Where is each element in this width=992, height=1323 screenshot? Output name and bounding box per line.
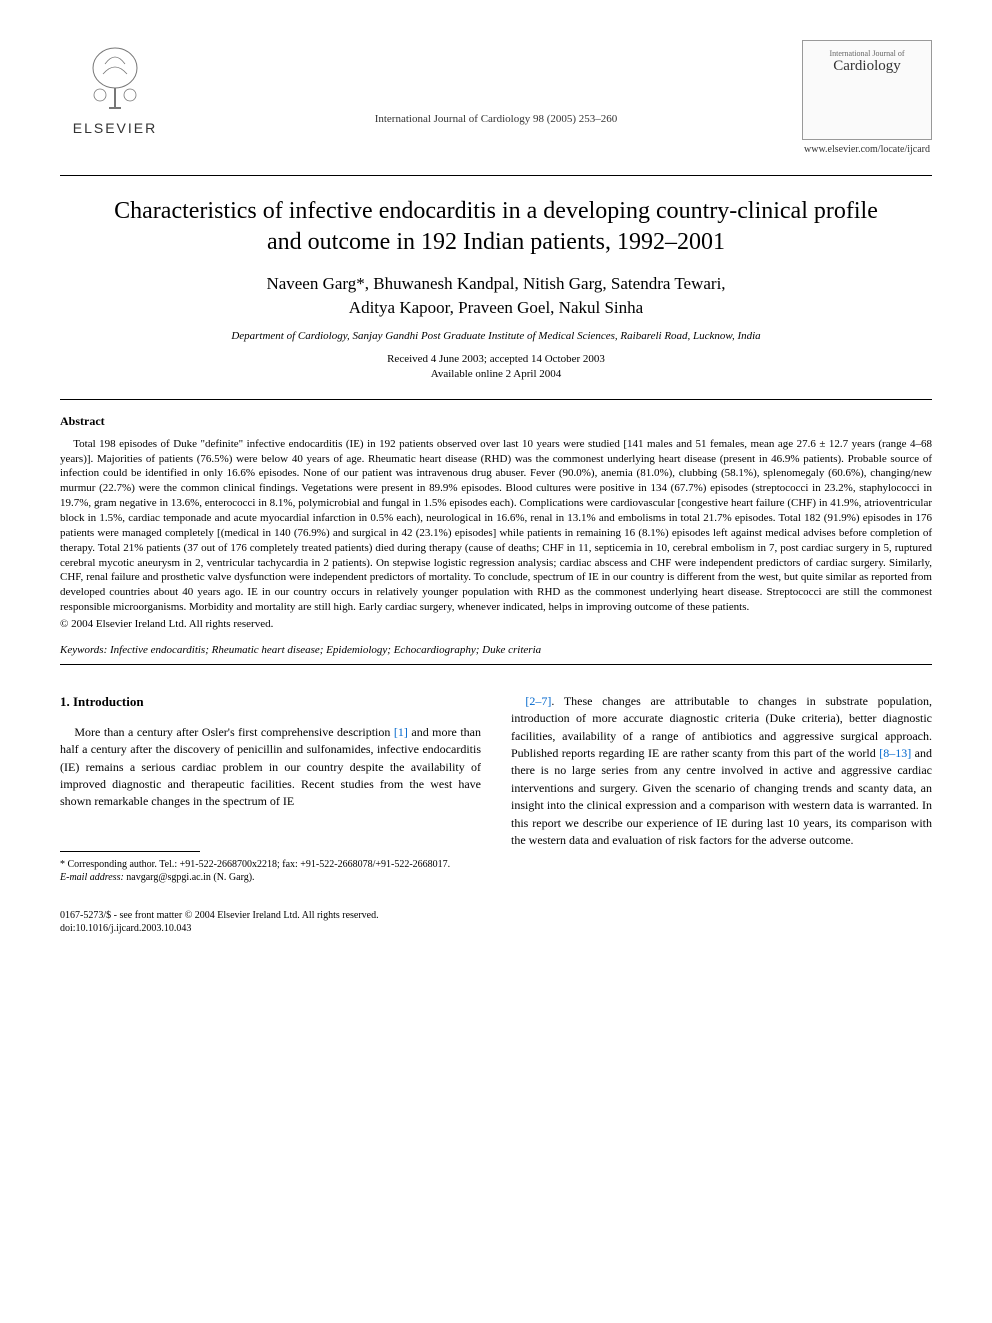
column-right: [2–7]. These changes are attributable to… [511,693,932,885]
abstract-copyright: © 2004 Elsevier Ireland Ltd. All rights … [60,618,932,630]
section-heading-intro: 1. Introduction [60,693,481,712]
authors-line2: Aditya Kapoor, Praveen Goel, Nakul Sinha [349,298,643,317]
keywords-text: Infective endocarditis; Rheumatic heart … [110,644,541,656]
received-accepted: Received 4 June 2003; accepted 14 Octobe… [387,353,605,365]
email-address: navgarg@sgpgi.ac.in (N. Garg). [126,872,254,883]
column-left: 1. Introduction More than a century afte… [60,693,481,885]
header-row: ELSEVIER International Journal of Cardio… [60,40,932,155]
elsevier-tree-icon [75,40,155,120]
rule-top [60,175,932,176]
footer: 0167-5273/$ - see front matter © 2004 El… [60,909,932,935]
footnote-rule [60,851,200,852]
available-online: Available online 2 April 2004 [431,368,562,380]
journal-cover: International Journal of Cardiology www.… [802,40,932,155]
footer-line2: doi:10.1016/j.ijcard.2003.10.043 [60,922,932,935]
journal-cover-title: Cardiology [807,58,927,75]
intro-para-right: [2–7]. These changes are attributable to… [511,693,932,850]
journal-cover-box: International Journal of Cardiology [802,40,932,140]
authors-line1: Naveen Garg*, Bhuwanesh Kandpal, Nitish … [266,274,725,293]
journal-cover-pretitle: International Journal of [807,49,927,58]
footnote-email: E-mail address: navgarg@sgpgi.ac.in (N. … [60,871,481,885]
rule-abstract-bottom [60,664,932,665]
body-columns: 1. Introduction More than a century afte… [60,693,932,885]
ref-1[interactable]: [1] [394,725,408,739]
article-title: Characteristics of infective endocarditi… [100,196,892,258]
ref-8-13[interactable]: [8–13] [879,746,911,760]
publisher-logo: ELSEVIER [60,40,170,136]
footer-line1: 0167-5273/$ - see front matter © 2004 El… [60,909,932,922]
keywords-label: Keywords: [60,644,107,656]
publisher-name: ELSEVIER [73,120,157,136]
rule-abstract-top [60,399,932,400]
affiliation: Department of Cardiology, Sanjay Gandhi … [60,330,932,342]
email-label: E-mail address: [60,872,124,883]
keywords: Keywords: Infective endocarditis; Rheuma… [60,644,932,656]
abstract-heading: Abstract [60,414,932,429]
article-dates: Received 4 June 2003; accepted 14 Octobe… [60,352,932,383]
authors: Naveen Garg*, Bhuwanesh Kandpal, Nitish … [60,272,932,320]
ref-2-7[interactable]: [2–7] [525,694,551,708]
footnote-corresponding: * Corresponding author. Tel.: +91-522-26… [60,858,481,872]
intro-para-left: More than a century after Osler's first … [60,724,481,811]
journal-url[interactable]: www.elsevier.com/locate/ijcard [802,144,932,155]
abstract-body: Total 198 episodes of Duke "definite" in… [60,437,932,615]
